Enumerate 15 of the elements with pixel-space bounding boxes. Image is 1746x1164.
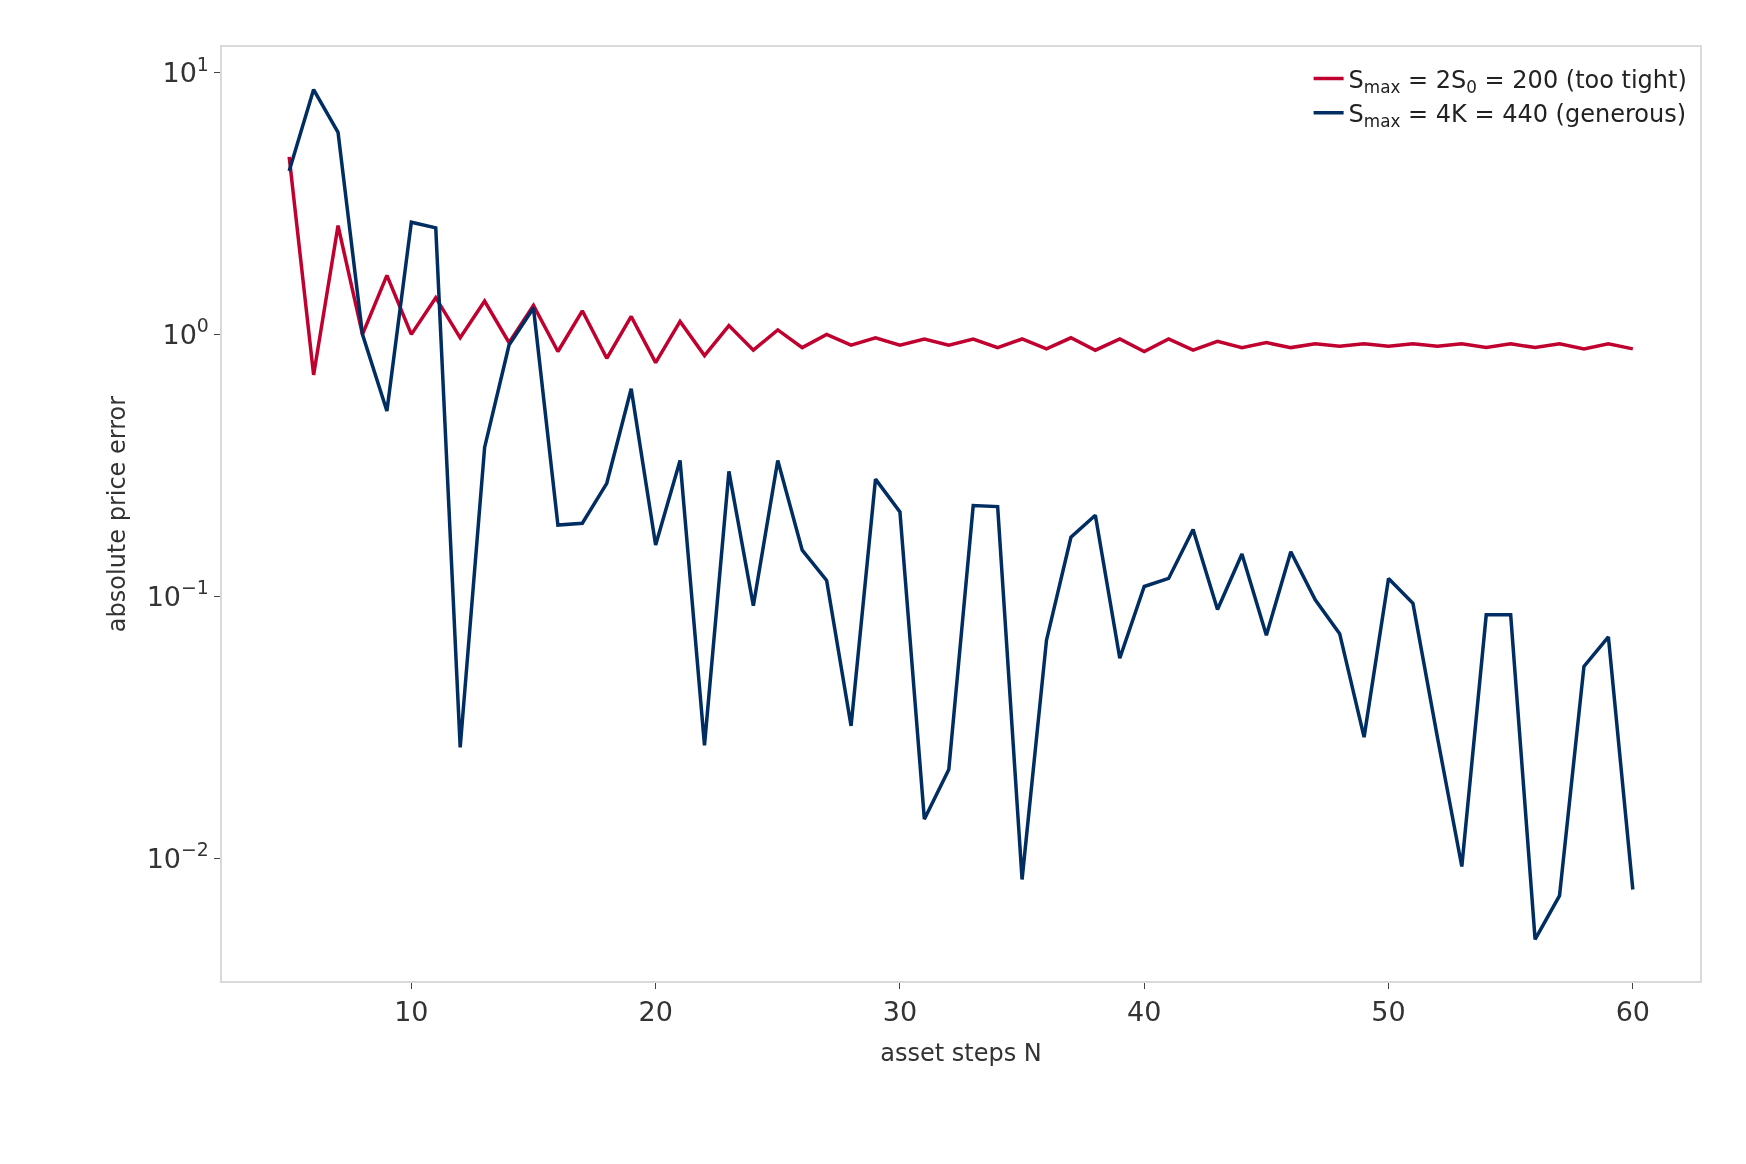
y-tick-label: 10$^{−1}$ xyxy=(146,576,209,612)
y-tick-label: 10$^{1}$ xyxy=(162,52,209,88)
x-tick-label: 10 xyxy=(394,996,429,1028)
x-tick-label: 20 xyxy=(638,996,673,1028)
x-tick-label: 30 xyxy=(882,996,918,1028)
legend-label: S$_{max}$ = 2S$_{0}$ = 200 (too tight) xyxy=(1348,65,1687,97)
legend-label: S$_{max}$ = 4K = 440 (generous) xyxy=(1348,100,1687,132)
x-tick-label: 40 xyxy=(1127,996,1162,1028)
line-series xyxy=(287,155,1635,377)
y-tick-label: 10$^{0}$ xyxy=(162,314,209,350)
x-tick-label: 50 xyxy=(1371,996,1406,1028)
x-axis-title: asset steps N xyxy=(880,1038,1042,1067)
x-tick-label: 60 xyxy=(1615,996,1650,1028)
y-axis-title: absolute price error xyxy=(103,395,132,633)
y-tick-label: 10$^{−2}$ xyxy=(146,838,209,874)
